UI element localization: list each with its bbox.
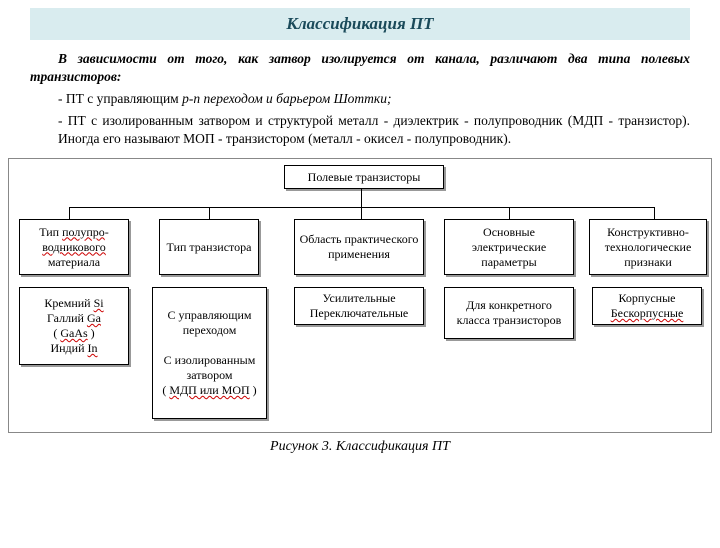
node-sub-material: Кремний Si Галлий Ga ( GaAs ) Индий In: [19, 287, 129, 365]
node-sub-material-label: Кремний Si Галлий Ga ( GaAs ) Индий In: [23, 296, 125, 356]
page-title: Классификация ПТ: [30, 14, 690, 34]
connector: [361, 189, 362, 207]
node-sub-params: Для конкретного класса транзисторов: [444, 287, 574, 339]
node-root-label: Полевые транзисторы: [288, 170, 440, 185]
node-cat-params: Основные электрические параметры: [444, 219, 574, 275]
node-sub-params-label: Для конкретного класса транзисторов: [448, 298, 570, 328]
node-cat-material: Тип полупро- водникового материала: [19, 219, 129, 275]
figure-caption: Рисунок 3. Классификация ПТ: [0, 439, 720, 455]
node-cat-design: Конструктивно-технологические признаки: [589, 219, 707, 275]
bullet-2: - ПТ с изолированным затвором и структур…: [58, 112, 690, 148]
connector: [654, 207, 655, 219]
node-sub-application: Усилительные Переключательные: [294, 287, 424, 325]
node-cat-type: Тип транзистора: [159, 219, 259, 275]
node-cat-application-label: Область практического применения: [298, 232, 420, 262]
bullet-1-prefix: - ПТ с управляющим: [58, 91, 182, 106]
node-cat-params-label: Основные электрические параметры: [448, 225, 570, 270]
node-cat-application: Область практического применения: [294, 219, 424, 275]
title-bar: Классификация ПТ: [30, 8, 690, 40]
node-sub-type: С управляющим переходом С изолированным …: [152, 287, 267, 419]
connector: [69, 207, 70, 219]
bullet-1: - ПТ с управляющим p-n переходом и барье…: [58, 90, 690, 108]
node-cat-type-label: Тип транзистора: [163, 240, 255, 255]
connector: [209, 207, 210, 219]
connector: [509, 207, 510, 219]
connector: [361, 207, 362, 219]
node-cat-design-label: Конструктивно-технологические признаки: [593, 225, 703, 270]
node-sub-type-label: С управляющим переходом С изолированным …: [156, 308, 263, 398]
node-cat-material-label: Тип полупро- водникового материала: [23, 225, 125, 270]
classification-diagram: Полевые транзисторы Тип полупро- воднико…: [8, 158, 712, 433]
bullet-1-italic: p-n переходом и барьером Шоттки;: [182, 91, 391, 106]
node-sub-design: Корпусные Бескорпусные: [592, 287, 702, 325]
intro-text: В зависимости от того, как затвор изолир…: [30, 50, 690, 86]
node-sub-application-label: Усилительные Переключательные: [298, 291, 420, 321]
node-sub-design-label: Корпусные Бескорпусные: [596, 291, 698, 321]
node-root: Полевые транзисторы: [284, 165, 444, 189]
